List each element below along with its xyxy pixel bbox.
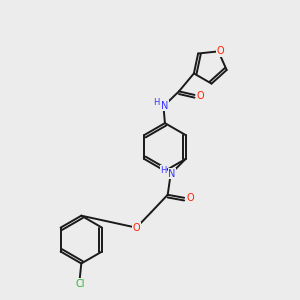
Text: O: O	[133, 223, 140, 232]
Text: N: N	[161, 101, 168, 111]
Text: O: O	[216, 46, 224, 56]
Text: H: H	[160, 166, 166, 175]
Text: H: H	[153, 98, 159, 107]
Text: Cl: Cl	[75, 279, 85, 289]
Text: O: O	[197, 91, 204, 100]
Text: O: O	[187, 194, 194, 203]
Text: N: N	[168, 169, 175, 179]
